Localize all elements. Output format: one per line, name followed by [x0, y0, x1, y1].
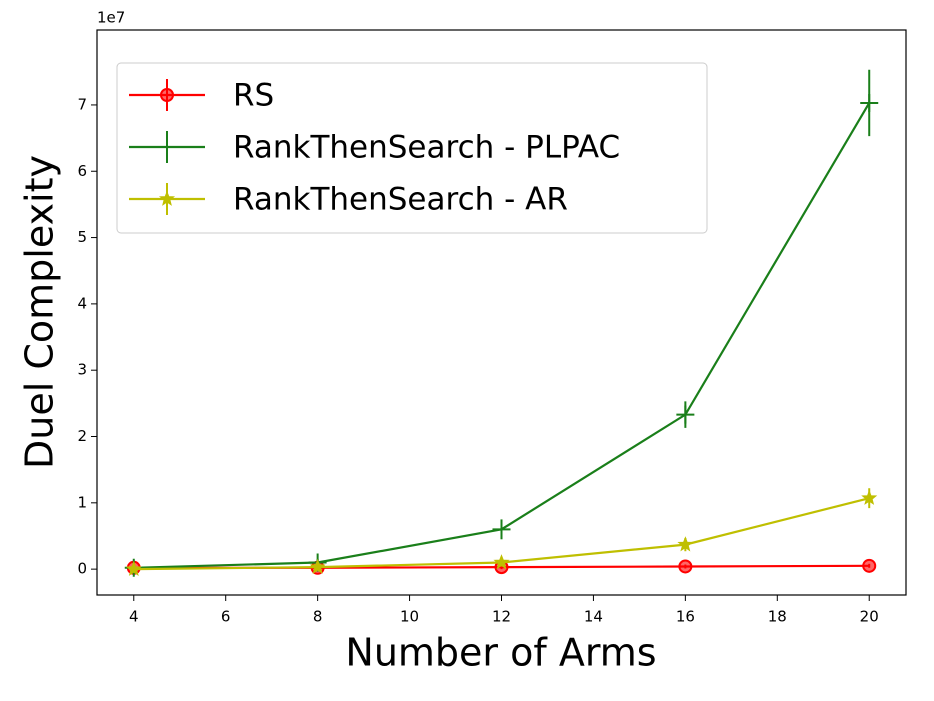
marker: [676, 405, 695, 424]
legend-marker: [158, 190, 176, 206]
y-tick-label: 6: [77, 162, 87, 180]
legend-box: [116, 62, 708, 234]
legend-label: RS: [233, 78, 274, 114]
x-tick-label: 16: [676, 608, 695, 626]
legend-label: RankThenSearch - PLPAC: [233, 130, 620, 166]
y-tick-label: 4: [77, 294, 87, 312]
x-tick-label: 12: [492, 608, 511, 626]
marker: [862, 558, 877, 573]
y-tick-label: 0: [77, 560, 87, 578]
x-tick-label: 14: [584, 608, 603, 626]
x-tick-label: 10: [400, 608, 419, 626]
marker: [861, 489, 878, 505]
y-tick-label: 7: [77, 95, 87, 113]
legend-label: RankThenSearch - AR: [233, 182, 568, 218]
y-tick-label: 2: [77, 427, 87, 445]
marker: [309, 558, 326, 574]
marker: [678, 559, 693, 574]
marker: [493, 554, 510, 570]
x-tick-label: 18: [768, 608, 787, 626]
y-axis-label: Duel Complexity: [18, 155, 62, 469]
legend-marker: [158, 138, 176, 156]
x-tick-label: 4: [129, 608, 139, 626]
marker: [492, 520, 511, 539]
marker: [860, 93, 879, 112]
x-tick-label: 20: [860, 608, 879, 626]
marker: [677, 536, 694, 552]
legend-marker: [160, 88, 174, 102]
y-tick-label: 1: [77, 493, 87, 511]
y-tick-label: 5: [77, 228, 87, 246]
x-axis-label: Number of Arms: [345, 631, 656, 675]
x-tick-label: 8: [313, 608, 323, 626]
x-tick-label: 6: [221, 608, 231, 626]
marker: [125, 560, 142, 576]
offset-label: 1e7: [97, 9, 125, 27]
y-tick-label: 3: [77, 361, 87, 379]
